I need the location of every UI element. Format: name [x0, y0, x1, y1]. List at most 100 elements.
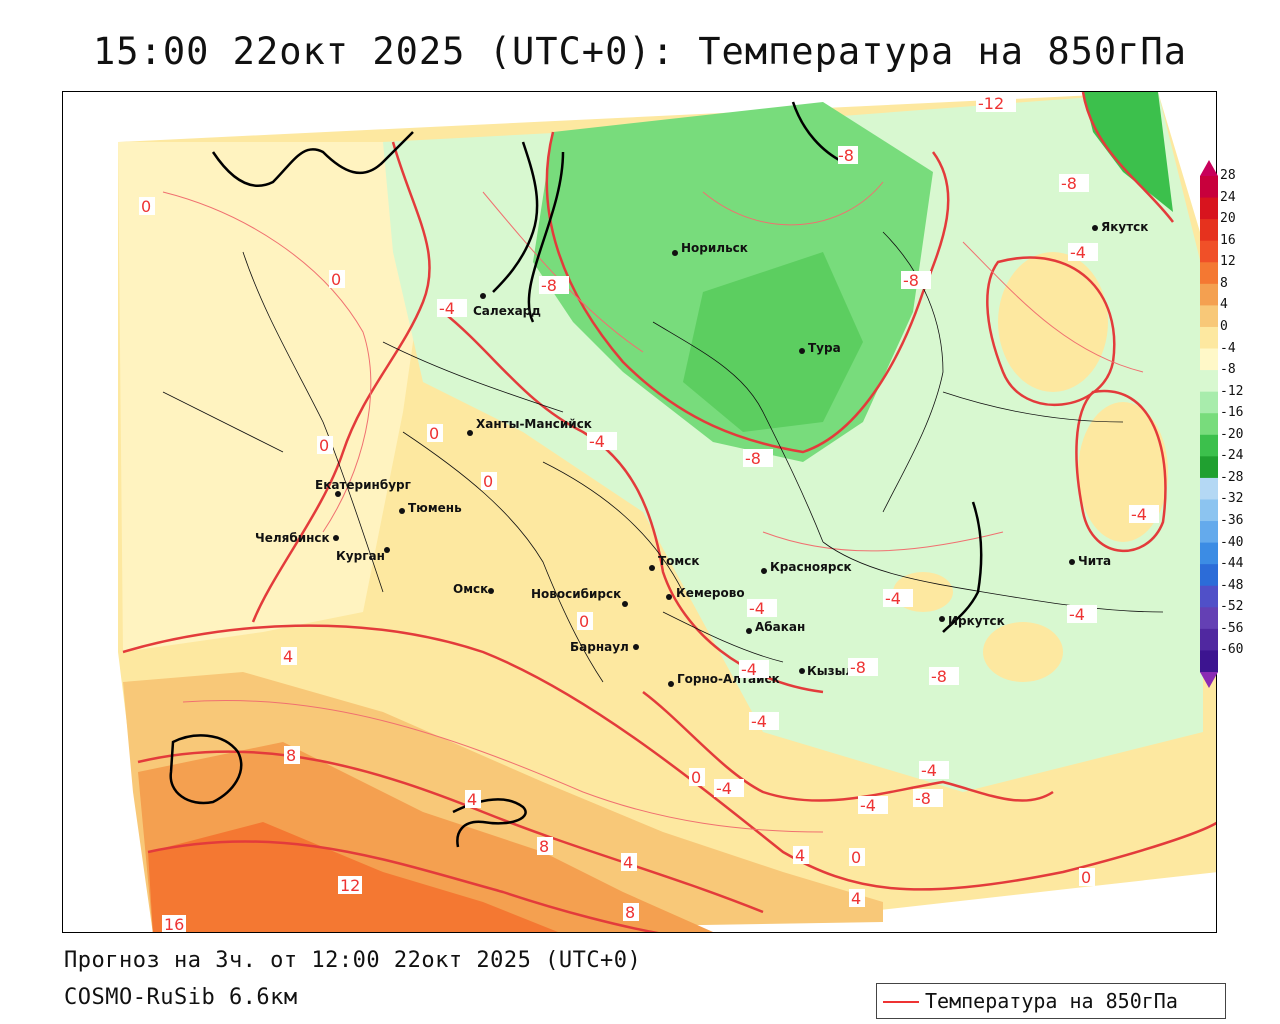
iso-label: 0: [481, 472, 497, 491]
city-norilsk[interactable]: Норильск: [672, 241, 748, 256]
city-tyumen[interactable]: Тюмень: [399, 501, 462, 515]
colorbar-cell: [1200, 650, 1218, 673]
colorbar-tick-label: -44: [1220, 556, 1244, 572]
city-yekaterinburg[interactable]: Екатеринбург: [315, 478, 411, 497]
colorbar-top-arrow: [1200, 160, 1218, 176]
svg-text:-4: -4: [716, 779, 732, 798]
city-markers: Норильск Якутск Салехард Тура Ханты-Манс…: [255, 220, 1148, 687]
city-kemerovo[interactable]: Кемерово: [666, 586, 745, 600]
isotherm-minus12-northeast: [1081, 92, 1174, 223]
colorbar-cell: [1200, 628, 1218, 651]
iso-label: -8: [848, 658, 878, 677]
city-barnaul[interactable]: Барнаул: [570, 640, 639, 654]
colorbar-tick-label: 24: [1220, 189, 1236, 205]
colorbar-cell: [1200, 370, 1218, 393]
svg-text:Ханты-Мансийск: Ханты-Мансийск: [476, 417, 592, 431]
colorbar-tick-label: 16: [1220, 232, 1236, 248]
iso-label: -4: [858, 796, 888, 815]
isotherm-contours: [122, 92, 1216, 932]
isotherm-minus8-north: [545, 131, 950, 454]
svg-text:8: 8: [286, 746, 296, 765]
city-khanty-mansiysk[interactable]: Ханты-Мансийск: [467, 417, 592, 436]
svg-text:Абакан: Абакан: [755, 620, 805, 634]
svg-text:Курган: Курган: [336, 549, 385, 563]
city-krasnoyarsk[interactable]: Красноярск: [761, 560, 852, 574]
svg-text:-4: -4: [741, 660, 757, 679]
iso-label: 12: [338, 876, 362, 895]
svg-text:8: 8: [625, 903, 635, 922]
colorbar-tick-label: -40: [1220, 534, 1244, 550]
city-chita[interactable]: Чита: [1069, 554, 1111, 568]
svg-text:-4: -4: [921, 761, 937, 780]
colorbar-cell: [1200, 326, 1218, 350]
svg-text:0: 0: [141, 197, 151, 216]
svg-text:Томск: Томск: [658, 554, 700, 568]
temperature-map: Норильск Якутск Салехард Тура Ханты-Манс…: [62, 91, 1217, 933]
iso-label: 0: [849, 848, 865, 867]
svg-text:0: 0: [691, 768, 701, 787]
svg-text:4: 4: [851, 889, 861, 908]
isotherm-minus4-central: [442, 311, 824, 694]
svg-text:-8: -8: [903, 271, 919, 290]
city-abakan[interactable]: Абакан: [746, 620, 805, 634]
forecast-caption: Прогноз на 3ч. от 12:00 22окт 2025 (UTC+…: [64, 948, 642, 973]
city-omsk[interactable]: Омск: [453, 582, 494, 596]
field-colder-north: [683, 252, 863, 432]
iso-label: -4: [883, 589, 913, 608]
svg-text:Тюмень: Тюмень: [408, 501, 462, 515]
colorbar-tick-label: 20: [1220, 211, 1236, 227]
svg-text:-8: -8: [541, 276, 557, 295]
isotherm-12-south: [147, 840, 660, 932]
colorbar-cell: [1200, 521, 1218, 544]
legend: Температура на 850гПа: [876, 983, 1226, 1019]
iso-label: -4: [714, 779, 744, 798]
svg-text:Кемерово: Кемерово: [676, 586, 745, 600]
isotherm-mountain-ridge: [642, 691, 1054, 802]
iso-label: 4: [465, 790, 481, 809]
svg-text:0: 0: [331, 270, 341, 289]
isotherm-8-south: [137, 750, 764, 914]
colorbar-cell: [1200, 607, 1218, 630]
chart-title: 15:00 22окт 2025 (UTC+0): Температура на…: [93, 30, 1187, 73]
svg-text:-8: -8: [850, 658, 866, 677]
iso-label: 0: [427, 424, 443, 443]
city-tura[interactable]: Тура: [799, 341, 841, 355]
colorbar-cell: [1200, 197, 1218, 220]
iso-label: 0: [139, 197, 155, 216]
colorbar-tick-label: -4: [1220, 340, 1236, 356]
colorbar-tick-label: 0: [1220, 318, 1228, 334]
field-coldest-northeast: [1083, 92, 1173, 212]
svg-text:Омск: Омск: [453, 582, 488, 596]
city-chelyabinsk[interactable]: Челябинск: [255, 531, 339, 545]
svg-text:Барнаул: Барнаул: [570, 640, 629, 654]
colorbar-tick-label: -8: [1220, 362, 1236, 378]
model-caption: COSMO-RuSib 6.6км: [64, 985, 298, 1010]
city-irkutsk[interactable]: Иркутск: [939, 614, 1005, 628]
city-novosibirsk[interactable]: Новосибирск: [531, 587, 628, 607]
svg-text:Челябинск: Челябинск: [255, 531, 330, 545]
city-kurgan[interactable]: Курган: [336, 547, 390, 563]
iso-label: 0: [329, 270, 345, 289]
legend-line-swatch: [883, 1001, 919, 1003]
city-yakutsk[interactable]: Якутск: [1092, 220, 1148, 234]
iso-label: -8: [838, 146, 858, 165]
svg-text:4: 4: [467, 790, 477, 809]
svg-text:0: 0: [483, 472, 493, 491]
isotherm-4-south: [122, 624, 1216, 891]
colorbar-bottom-arrow: [1200, 672, 1218, 688]
city-salekhard[interactable]: Салехард: [473, 293, 541, 318]
iso-label: -4: [1067, 605, 1097, 624]
colorbar-tick-label: 8: [1220, 275, 1228, 291]
svg-text:16: 16: [164, 915, 184, 933]
city-kyzyl[interactable]: Кызыл: [799, 664, 854, 678]
map-svg: Норильск Якутск Салехард Тура Ханты-Манс…: [118, 92, 1216, 933]
iso-label: 16: [162, 915, 186, 933]
city-tomsk[interactable]: Томск: [649, 554, 700, 571]
iso-label: -8: [743, 449, 773, 468]
svg-text:0: 0: [851, 848, 861, 867]
colorbar-cell: [1200, 434, 1218, 457]
iso-label: -12: [976, 94, 1016, 113]
colorbar-cell: [1200, 219, 1218, 242]
iso-label: -4: [739, 660, 769, 679]
svg-text:-8: -8: [745, 449, 761, 468]
